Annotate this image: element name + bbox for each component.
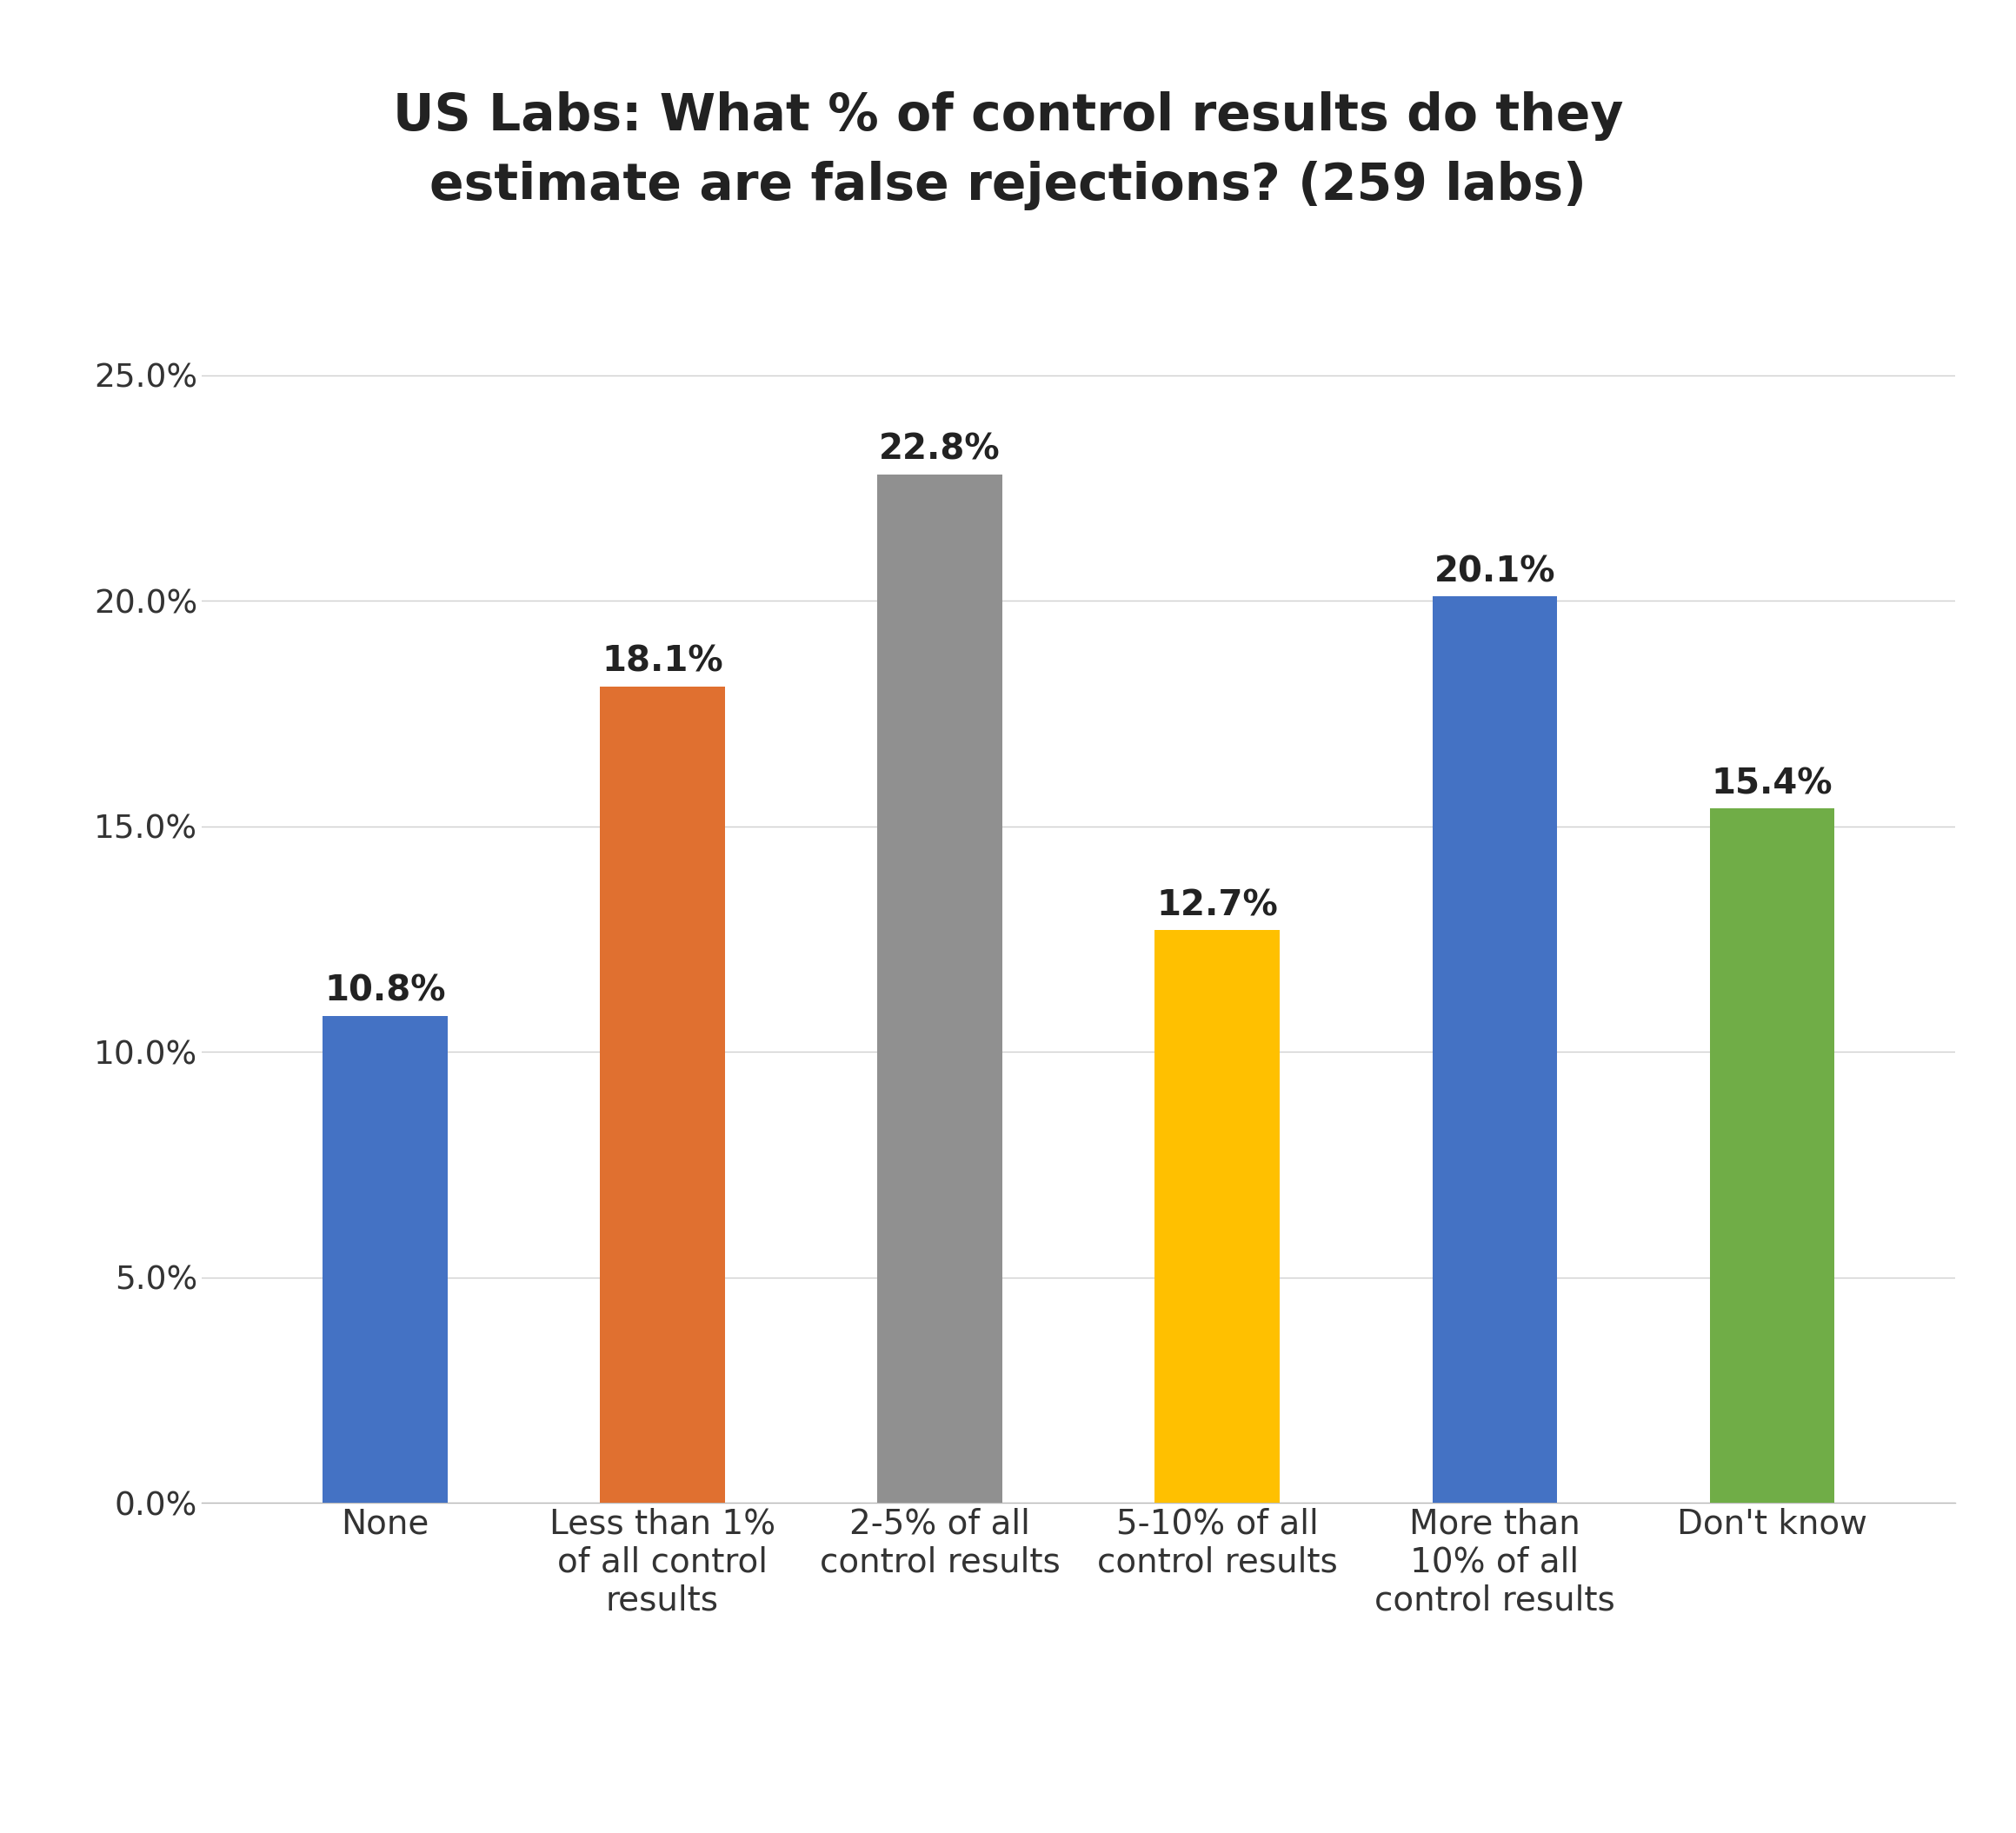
Text: 20.1%: 20.1%: [1433, 555, 1554, 590]
Text: 22.8%: 22.8%: [879, 433, 1000, 467]
Text: 10.8%: 10.8%: [325, 973, 446, 1008]
Text: 12.7%: 12.7%: [1157, 889, 1278, 924]
Text: US Labs: What % of control results do they
estimate are false rejections? (259 l: US Labs: What % of control results do th…: [393, 92, 1623, 211]
Bar: [1431, 596, 1556, 1503]
Bar: [601, 686, 726, 1503]
Bar: [877, 475, 1002, 1503]
Text: 15.4%: 15.4%: [1712, 766, 1833, 801]
Text: 18.1%: 18.1%: [601, 645, 724, 680]
Bar: [323, 1015, 448, 1503]
Bar: [1155, 929, 1280, 1503]
Bar: [1710, 808, 1835, 1503]
